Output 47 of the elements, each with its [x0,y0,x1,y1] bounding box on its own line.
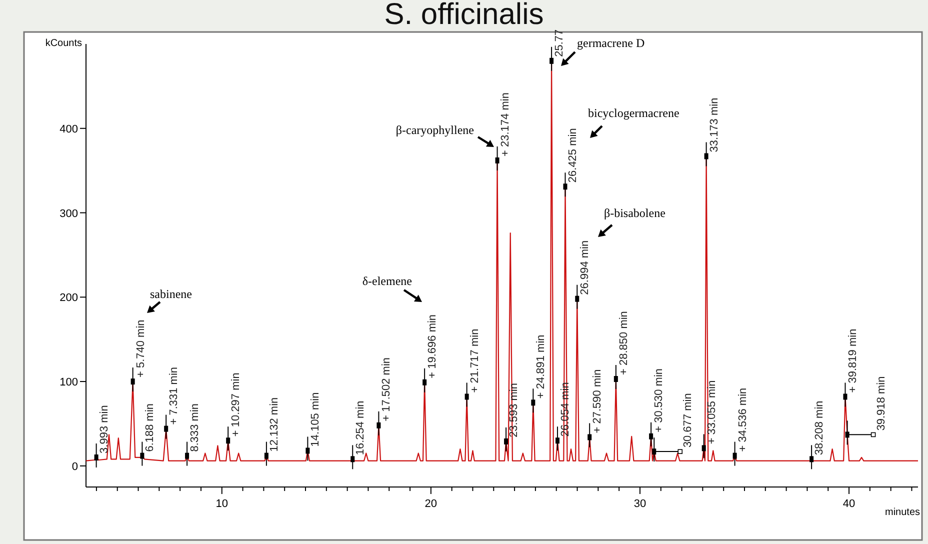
annotation: 38.208 min [814,400,826,456]
annotation: + 17.502 min [380,357,393,422]
annotation: β-caryophyllene [396,123,474,137]
x-tick-label: 20 [424,498,438,510]
y-tick-label: 0 [72,460,78,473]
annotation: 26.425 min [567,128,580,183]
annotation: + 5.740 min [134,320,147,378]
chart-title: S. officinalis [384,0,544,31]
y-tick-label: 100 [60,376,78,389]
annotation: + 33.055 min [706,380,718,444]
annotation: sabinene [150,287,192,301]
x-axis-title: minutes [884,507,920,518]
annotation: 12.132 min [268,397,280,452]
y-axis-title: kCounts [45,38,82,49]
y-tick-label: 200 [60,292,78,304]
x-tick-label: 40 [842,498,856,510]
annotation: + 23.174 min [499,92,512,156]
annotation: germacrene D [577,36,645,50]
annotation: 8.333 min [189,403,202,452]
annotation: 23.593 min [508,382,520,438]
annotation: + 24.891 min [535,334,548,399]
annotation: 14.105 min [310,392,322,447]
y-tick-label: 300 [60,208,78,220]
annotation: bicyclogermacrene [588,106,680,120]
annotation: + 21.717 min [468,328,481,393]
annotation: δ-elemene [362,274,412,288]
annotation: 3.993 min [98,405,110,454]
annotation: 30.677 min [682,393,694,448]
annotation: + 39.819 min [847,328,860,393]
annotation: + 30.530 min [653,368,666,432]
annotation: 26.994 min [579,240,592,295]
annotation: 33.173 min [708,98,720,152]
annotation: 16.254 min [354,400,367,456]
annotation: + 7.331 min [168,366,180,425]
annotation: 26.054 min [559,382,572,437]
x-tick-label: 30 [634,498,646,510]
y-tick-label: 400 [60,123,78,136]
annotation: + 28.850 min [618,311,630,375]
annotation: + 27.590 min [592,369,604,434]
annotation: + 19.696 min [426,314,439,378]
x-tick-label: 10 [216,498,228,510]
annotation: 39.918 min [875,376,888,431]
annotation: 6.188 min [144,403,156,452]
annotation: + 10.297 min [230,372,242,437]
annotation: 25.77 [554,29,566,57]
annotation: + 34.536 min [736,388,749,452]
annotation: β-bisabolene [604,206,666,220]
